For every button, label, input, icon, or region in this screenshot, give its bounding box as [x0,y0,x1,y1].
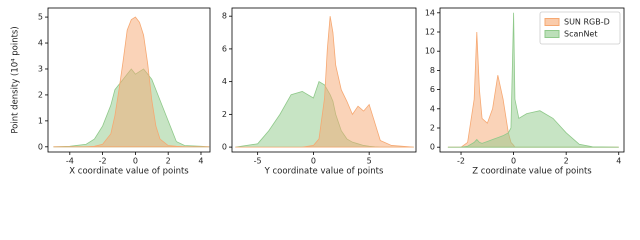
y-tick-label: 0 [222,143,227,152]
x-tick-label: 0 [311,157,316,166]
legend-swatch [544,30,560,38]
y-tick-label: 6 [430,85,435,94]
y-tick-label: 3 [38,64,43,73]
y-tick-label: 6 [222,44,227,53]
axes-frame [231,7,417,153]
y-tick-label: 4 [38,39,43,48]
y-axis-label: Point density (10⁴ points) [11,26,21,133]
density-area [235,16,414,148]
y-tick-label: 14 [425,8,435,17]
y-tick-label: 0 [430,143,435,152]
x-tick-label: 4 [198,157,203,166]
y-tick-label: 2 [38,90,43,99]
y-tick-label: 2 [222,110,227,119]
x-tick-label: -5 [254,157,262,166]
axes-frame [47,7,211,153]
legend-label: SUN RGB-D [564,18,610,27]
x-axis-label: Z coordinate value of points [472,167,592,177]
x-tick-label: -2 [99,157,107,166]
legend-frame [539,11,621,45]
legend-swatch [544,18,560,26]
x-tick-label: -2 [457,157,465,166]
x-axis-label: Y coordinate value of points [264,167,384,177]
density-area [447,12,619,148]
legend: SUN RGB-D ScanNet [539,11,621,45]
y-tick-label: 4 [430,104,435,113]
x-axis-label: X coordinate value of points [69,167,189,177]
y-tick-label: 1 [38,116,43,125]
x-tick-label: -4 [66,157,74,166]
y-tick-label: 8 [222,12,227,21]
y-tick-label: 10 [425,47,435,56]
axes-frame [439,7,625,153]
y-tick-label: 8 [430,66,435,75]
y-tick-label: 12 [425,28,435,37]
x-tick-label: 0 [133,157,138,166]
y-tick-label: 4 [222,77,227,86]
y-tick-label: 5 [38,13,43,22]
y-tick-label: 0 [38,142,43,151]
x-tick-label: 5 [367,157,372,166]
x-tick-label: 0 [511,157,516,166]
legend-label: ScanNet [564,30,598,39]
x-tick-label: 2 [564,157,569,166]
density-area [53,16,210,148]
y-tick-label: 2 [430,124,435,133]
x-tick-label: 4 [616,157,621,166]
x-tick-label: 2 [166,157,171,166]
